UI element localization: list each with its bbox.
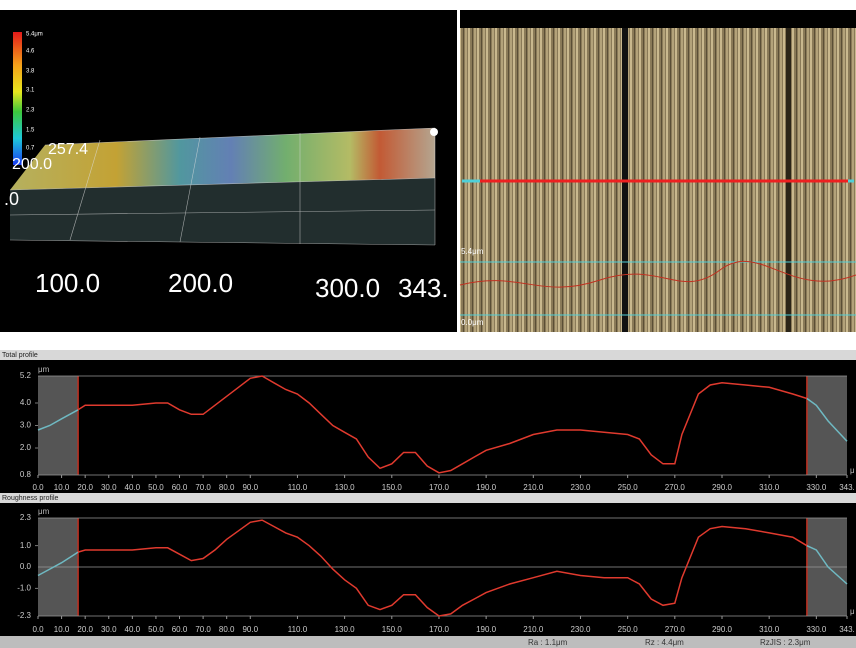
x-tick-label: 190.0 (476, 625, 497, 634)
axis-label: 100.0 (35, 268, 100, 298)
microscope-image (460, 10, 856, 332)
x-tick-label: 210.0 (523, 625, 544, 634)
x-tick-label: 0.0 (32, 483, 44, 492)
x-tick-label: 310.0 (759, 625, 780, 634)
x-tick-label: 270.0 (665, 483, 686, 492)
y-tick-label: -2.3 (17, 611, 31, 620)
y-tick-label: 2.0 (20, 443, 32, 452)
x-tick-label: 130.0 (335, 483, 356, 492)
y-unit: μm (38, 507, 50, 516)
axis-label: 200.0 (168, 268, 233, 298)
x-tick-label: 80.0 (219, 625, 235, 634)
scale-label: 0.7 (26, 146, 35, 152)
x-tick-label: 60.0 (172, 625, 188, 634)
x-tick-label: 270.0 (665, 625, 686, 634)
x-tick-label: 150.0 (382, 625, 403, 634)
axis-label: 200.0 (12, 156, 52, 173)
axis-label: 257.4 (48, 141, 88, 158)
x-tick-label: 130.0 (335, 625, 356, 634)
x-tick-label: 230.0 (570, 625, 591, 634)
image-label: 0.0μm (461, 318, 484, 327)
x-tick-label: 30.0 (101, 625, 117, 634)
rz: Rz : 4.4μm (645, 638, 684, 647)
cutoff-region (38, 376, 78, 475)
x-tick-label: 330.0 (806, 625, 827, 634)
y-tick-label: 5.2 (20, 371, 32, 380)
x-tick-label: 30.0 (101, 483, 117, 492)
x-tick-label: 150.0 (382, 483, 403, 492)
x-tick-label: 343. (839, 625, 855, 634)
y-tick-label: 0.0 (20, 562, 32, 571)
status-bar (0, 636, 856, 648)
image-top-bar (460, 10, 856, 28)
x-tick-label: 343. (839, 483, 855, 492)
x-tick-label: 80.0 (219, 483, 235, 492)
x-tick-label: 170.0 (429, 483, 450, 492)
y-tick-label: 4.0 (20, 398, 32, 407)
x-tick-label: 170.0 (429, 625, 450, 634)
x-tick-label: 310.0 (759, 483, 780, 492)
scale-label: 1.5 (26, 128, 35, 134)
handle[interactable] (430, 128, 438, 136)
x-tick-label: 90.0 (242, 625, 258, 634)
y-tick-label: -1.0 (17, 583, 31, 592)
axis-label: 343. (398, 273, 449, 303)
panel (0, 360, 856, 493)
y-tick-label: 3.0 (20, 421, 32, 430)
panel-header (0, 493, 856, 503)
x-tick-label: 110.0 (288, 483, 308, 492)
x-unit: μ (850, 466, 855, 475)
x-tick-label: 10.0 (54, 625, 70, 634)
scale-label: 3.1 (26, 88, 35, 94)
x-tick-label: 20.0 (77, 483, 93, 492)
x-unit: μ (850, 607, 855, 616)
y-tick-label: 2.3 (20, 513, 32, 522)
x-tick-label: 50.0 (148, 483, 164, 492)
x-tick-label: 50.0 (148, 625, 164, 634)
x-tick-label: 70.0 (195, 483, 211, 492)
x-tick-label: 290.0 (712, 625, 733, 634)
x-tick-label: 110.0 (288, 625, 308, 634)
x-tick-label: 330.0 (806, 483, 827, 492)
scale-label: 4.6 (26, 49, 35, 55)
x-tick-label: 250.0 (618, 625, 639, 634)
screen: 5.4μm4.63.83.12.31.50.7257.4200.0.0100.0… (0, 0, 856, 648)
x-tick-label: 0.0 (32, 625, 44, 634)
cutoff-region (807, 376, 847, 475)
panel-header (0, 350, 856, 360)
chart-title: Roughness profile (2, 495, 59, 502)
x-tick-label: 70.0 (195, 625, 211, 634)
x-tick-label: 40.0 (125, 483, 141, 492)
x-tick-label: 10.0 (54, 483, 70, 492)
y-unit: μm (38, 365, 50, 374)
x-tick-label: 250.0 (618, 483, 639, 492)
x-tick-label: 20.0 (77, 625, 93, 634)
scale-label: 5.4μm (26, 32, 43, 38)
x-tick-label: 190.0 (476, 483, 497, 492)
axis-label: 300.0 (315, 273, 380, 303)
chart-title: Total profile (2, 352, 38, 359)
ra: Ra : 1.1μm (528, 638, 568, 647)
x-tick-label: 90.0 (242, 483, 258, 492)
rzjis: RzJIS : 2.3μm (760, 638, 811, 647)
axis-label: .0 (4, 189, 19, 209)
scale-label: 3.8 (26, 69, 35, 75)
y-tick-label: 1.0 (20, 541, 32, 550)
image-label: 5.4μm (461, 247, 484, 256)
x-tick-label: 290.0 (712, 483, 733, 492)
scale-label: 2.3 (26, 108, 35, 114)
x-tick-label: 60.0 (172, 483, 188, 492)
color-scale (13, 32, 22, 165)
x-tick-label: 40.0 (125, 625, 141, 634)
page: 5.4μm4.63.83.12.31.50.7257.4200.0.0100.0… (0, 0, 856, 648)
x-tick-label: 210.0 (523, 483, 544, 492)
x-tick-label: 230.0 (570, 483, 591, 492)
y-tick-label: 0.8 (20, 470, 32, 479)
